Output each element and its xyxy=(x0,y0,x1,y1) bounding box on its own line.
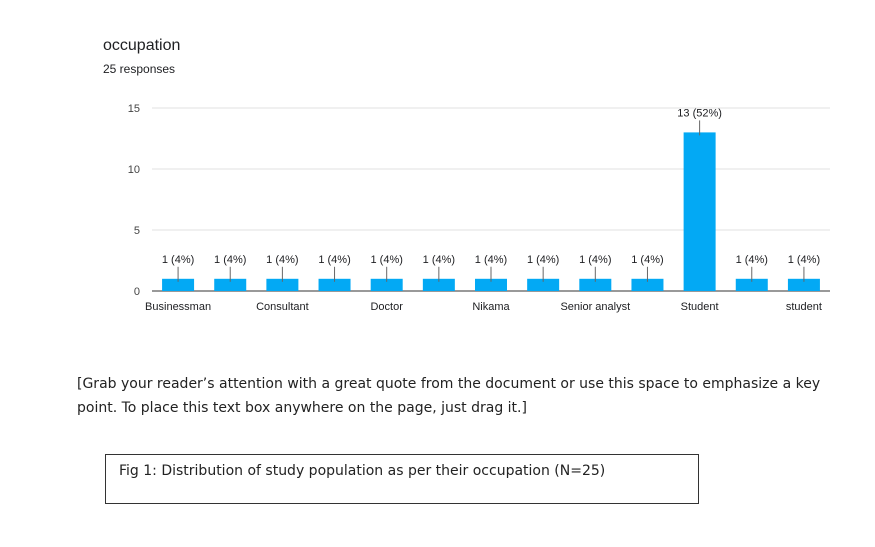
response-count: 25 responses xyxy=(103,62,176,76)
data-label: 1 (4%) xyxy=(162,254,194,266)
figure-caption: Fig 1: Distribution of study population … xyxy=(105,454,699,504)
bar xyxy=(735,278,768,291)
x-tick-label: Businessman xyxy=(145,301,211,313)
chart-title: occupation xyxy=(103,37,181,54)
x-axis-labels: Businessman Consultant Doctor Nikama Senior … xyxy=(145,301,822,313)
x-tick-label: Nikama xyxy=(472,301,510,313)
data-label: 1 (4%) xyxy=(318,254,350,266)
bar xyxy=(318,278,351,291)
data-label: 1 (4%) xyxy=(214,254,246,266)
bar xyxy=(579,278,612,291)
data-label: 1 (4%) xyxy=(266,254,298,266)
bar xyxy=(631,278,664,291)
bar xyxy=(162,278,195,291)
bar xyxy=(422,278,455,291)
x-tick-label: Doctor xyxy=(370,301,403,313)
x-tick-label: Student xyxy=(681,301,719,313)
data-label: 13 (52%) xyxy=(677,107,722,119)
x-tick-label: Senior analyst xyxy=(560,301,630,313)
data-label: 1 (4%) xyxy=(370,254,402,266)
data-label: 1 (4%) xyxy=(736,254,768,266)
data-label: 1 (4%) xyxy=(631,254,663,266)
bar xyxy=(787,278,820,291)
bar xyxy=(266,278,299,291)
y-tick-label: 0 xyxy=(134,286,140,298)
data-label: 1 (4%) xyxy=(527,254,559,266)
data-label: 1 (4%) xyxy=(579,254,611,266)
y-tick-label: 5 xyxy=(134,225,140,237)
data-label: 1 (4%) xyxy=(475,254,507,266)
data-label: 1 (4%) xyxy=(788,254,820,266)
bar xyxy=(475,278,507,291)
y-tick-label: 10 xyxy=(128,164,140,176)
figure-caption-text: Fig 1: Distribution of study population … xyxy=(119,463,606,479)
x-tick-label: Consultant xyxy=(256,301,309,313)
pull-quote-textbox[interactable]: [Grab your reader’s attention with a gre… xyxy=(77,376,821,416)
x-tick-label: student xyxy=(786,301,822,313)
bars xyxy=(162,132,820,291)
bar xyxy=(683,132,716,291)
bar xyxy=(527,278,560,291)
y-axis-ticks: 0 5 10 15 xyxy=(128,103,140,298)
y-tick-label: 15 xyxy=(128,103,140,115)
bar xyxy=(370,278,403,291)
data-labels: 1 (4%) 1 (4%) 1 (4%) 1 (4%) 1 (4%) 1 (4%) 1 (4… xyxy=(162,107,820,282)
data-label: 1 (4%) xyxy=(423,254,455,266)
bar xyxy=(214,278,247,291)
